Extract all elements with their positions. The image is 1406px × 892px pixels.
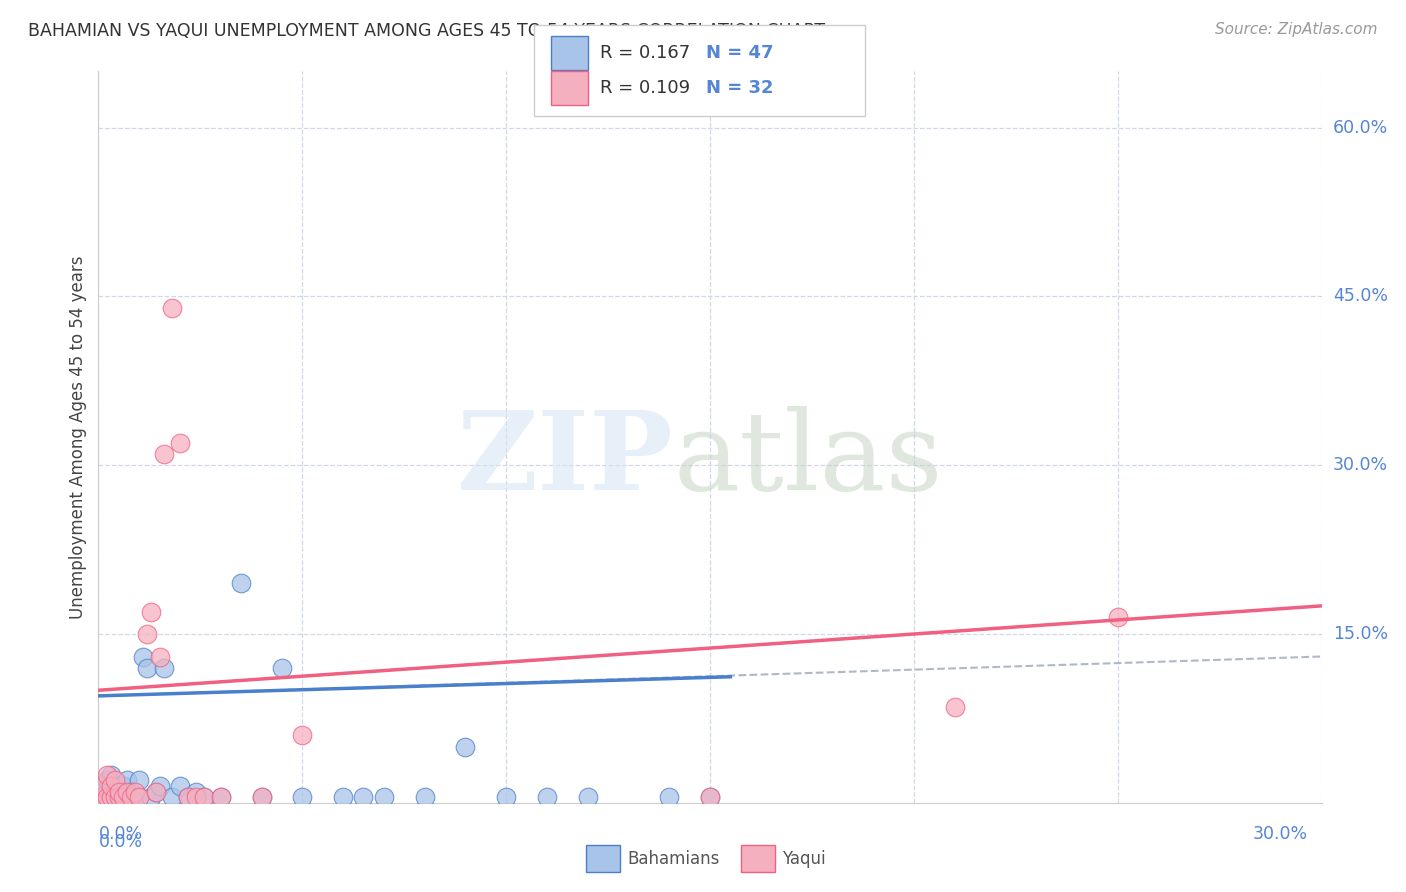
Point [104,779,127,793]
Text: 15.0%: 15.0% [1333,625,1388,643]
Point [136,627,159,641]
Point [100,767,122,781]
Text: 60.0%: 60.0% [1333,119,1388,136]
Point [91,779,114,793]
Point [699,790,721,805]
Point [104,790,127,805]
Point [91,790,114,805]
Point [177,790,200,805]
Point [160,301,183,315]
Point [108,790,131,805]
Text: Yaqui: Yaqui [782,849,825,868]
Point [177,790,200,805]
Point [231,576,253,591]
Point [115,790,138,805]
Point [91,790,114,805]
Point [108,790,131,805]
Text: 0.0%: 0.0% [98,833,142,851]
Text: atlas: atlas [673,406,943,513]
Point [87,796,110,810]
Point [270,661,294,675]
Point [413,790,436,805]
Point [104,790,127,805]
Point [291,728,314,742]
Point [352,790,374,805]
Point [124,784,146,798]
Point [332,790,354,805]
Point [100,790,122,805]
Point [186,784,208,798]
Point [128,790,150,805]
Point [699,790,721,805]
Point [104,773,127,788]
Text: R = 0.167: R = 0.167 [600,44,690,62]
Point [108,784,131,798]
Point [152,447,174,461]
Text: 0.0%: 0.0% [98,825,142,843]
Point [149,649,172,664]
Point [120,784,142,798]
Point [96,767,118,781]
Text: 45.0%: 45.0% [1333,287,1388,305]
Point [100,784,122,798]
Point [96,773,118,788]
Point [250,790,273,805]
Text: BAHAMIAN VS YAQUI UNEMPLOYMENT AMONG AGES 45 TO 54 YEARS CORRELATION CHART: BAHAMIAN VS YAQUI UNEMPLOYMENT AMONG AGE… [28,22,825,40]
Point [291,790,314,805]
Text: N = 47: N = 47 [706,44,773,62]
Point [100,779,122,793]
Point [576,790,599,805]
Text: 30.0%: 30.0% [1333,456,1388,475]
Point [250,790,273,805]
Point [152,661,174,675]
Point [193,790,215,805]
Point [209,790,232,805]
Point [111,790,134,805]
Point [96,784,118,798]
Point [115,773,138,788]
Point [132,649,155,664]
Point [91,784,114,798]
Point [454,739,477,754]
Point [169,779,191,793]
Point [115,784,138,798]
Point [124,790,146,805]
Point [111,790,134,805]
Point [145,784,167,798]
Point [108,784,131,798]
Point [373,790,395,805]
Point [209,790,232,805]
Text: N = 32: N = 32 [706,79,773,97]
Point [193,790,215,805]
Point [495,790,517,805]
Point [96,790,118,805]
Text: R = 0.109: R = 0.109 [600,79,690,97]
Point [141,605,163,619]
Text: Source: ZipAtlas.com: Source: ZipAtlas.com [1215,22,1378,37]
Point [145,784,167,798]
Point [943,700,966,714]
Point [149,779,172,793]
Point [536,790,558,805]
Point [96,790,118,805]
Point [136,661,159,675]
Point [1107,610,1129,624]
Point [128,790,150,805]
Point [87,796,110,810]
Point [186,790,208,805]
Y-axis label: Unemployment Among Ages 45 to 54 years: Unemployment Among Ages 45 to 54 years [69,255,87,619]
Point [658,790,681,805]
Text: ZIP: ZIP [457,406,673,513]
Point [169,435,191,450]
Text: Bahamians: Bahamians [627,849,720,868]
Point [128,773,150,788]
Point [100,790,122,805]
Point [141,790,163,805]
Point [120,790,142,805]
Point [111,779,134,793]
Point [160,790,183,805]
Text: 30.0%: 30.0% [1253,825,1308,843]
